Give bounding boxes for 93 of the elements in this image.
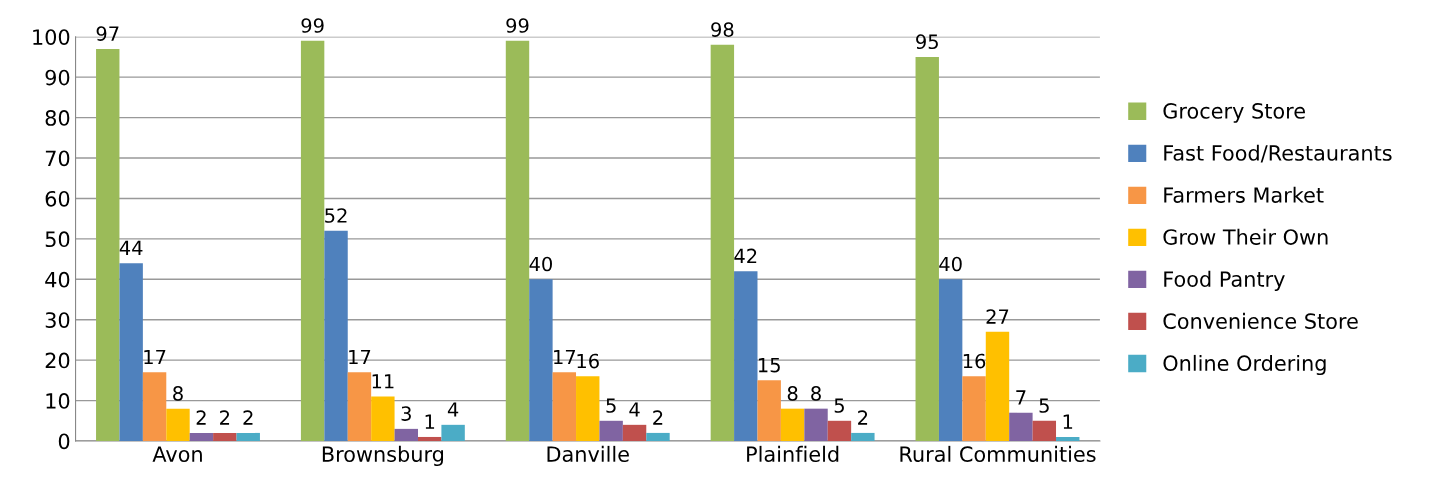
data-label: 17 [349,349,371,365]
bar [142,372,167,441]
data-label: 40 [939,256,962,272]
legend-label: Convenience Store [1163,312,1358,329]
bar [300,40,325,441]
data-label: 2 [653,410,663,425]
data-label: 2 [220,410,230,425]
data-label: 8 [173,386,183,401]
data-label: 5 [606,398,616,413]
data-label: 44 [119,240,143,255]
bar [622,424,647,441]
x-tick-label: Avon [152,446,202,462]
data-label: 2 [243,410,253,425]
legend-label: Fast Food/Restaurants [1164,144,1392,163]
bar [394,428,418,441]
y-tick-label: 90 [45,69,70,86]
data-label: 2 [858,410,868,425]
bar [96,48,120,441]
bar [505,40,530,441]
data-label: 1 [425,414,435,429]
data-label: 4 [629,402,640,417]
y-tick-label: 20 [45,352,70,369]
bar [734,271,758,441]
bar [119,263,143,441]
bar [236,432,260,441]
legend-label: Online Ordering [1163,354,1326,376]
data-label: 1 [1063,414,1073,429]
data-label: 11 [372,374,394,389]
legend-label: Grow Their Own [1163,228,1328,245]
bar [189,432,214,441]
bar [962,376,986,441]
bar [441,424,465,441]
data-label: 99 [506,18,529,33]
bar [985,331,1010,441]
bar [213,432,237,441]
data-label: 5 [834,398,844,413]
bar [646,432,670,441]
data-label: 17 [144,349,166,365]
legend-label: Farmers Market [1164,186,1324,203]
bar [371,396,395,441]
data-label: 3 [401,406,411,421]
bar [938,279,963,441]
y-tick-label: 0 [58,433,70,450]
data-label: 99 [301,18,324,33]
bar [710,44,735,441]
bar [915,56,939,441]
data-label: 2 [196,410,206,425]
x-tick-label: Brownsburg [322,445,444,467]
data-label: 97 [96,26,119,41]
data-label: 16 [577,353,599,369]
bar [552,372,577,441]
y-tick-label: 60 [45,190,70,207]
y-tick-label: 70 [45,150,70,167]
data-label: 5 [1039,398,1049,413]
bar [827,420,852,441]
data-label: 17 [554,349,576,365]
bar [780,408,805,441]
bar [599,420,623,441]
data-label: 8 [787,386,798,401]
bar [851,432,875,441]
bar [1009,412,1033,441]
x-tick-label: Danville [547,445,629,462]
data-label: 40 [529,256,552,272]
data-label: 27 [986,309,1009,324]
x-tick-label: Plainfield [747,445,839,462]
data-label: 98 [711,22,734,37]
bar [757,380,781,441]
bar [417,436,442,441]
data-label: 52 [325,208,347,223]
bar [1056,436,1080,441]
bar [804,408,828,441]
bar [529,279,553,441]
y-tick-label: 50 [45,231,70,248]
bar [324,230,348,441]
y-tick-label: 30 [45,312,70,328]
data-label: 42 [734,248,757,263]
data-label: 7 [1016,390,1026,405]
data-label: 95 [916,34,938,50]
x-tick-label: Rural Communities [900,445,1096,462]
bar [166,408,190,441]
legend-label: Food Pantry [1164,270,1285,291]
bar [576,376,600,441]
data-label: 4 [447,402,459,417]
data-label: 8 [811,386,821,401]
legend-label: Grocery Store [1163,103,1305,123]
y-tick-label: 80 [45,110,70,126]
y-tick-label: 10 [46,393,70,409]
bar [347,372,372,441]
data-label: 15 [758,357,780,373]
data-label: 16 [963,353,986,369]
y-tick-label: 100 [33,29,70,45]
y-tick-label: 40 [45,271,70,288]
bar [1032,420,1057,441]
